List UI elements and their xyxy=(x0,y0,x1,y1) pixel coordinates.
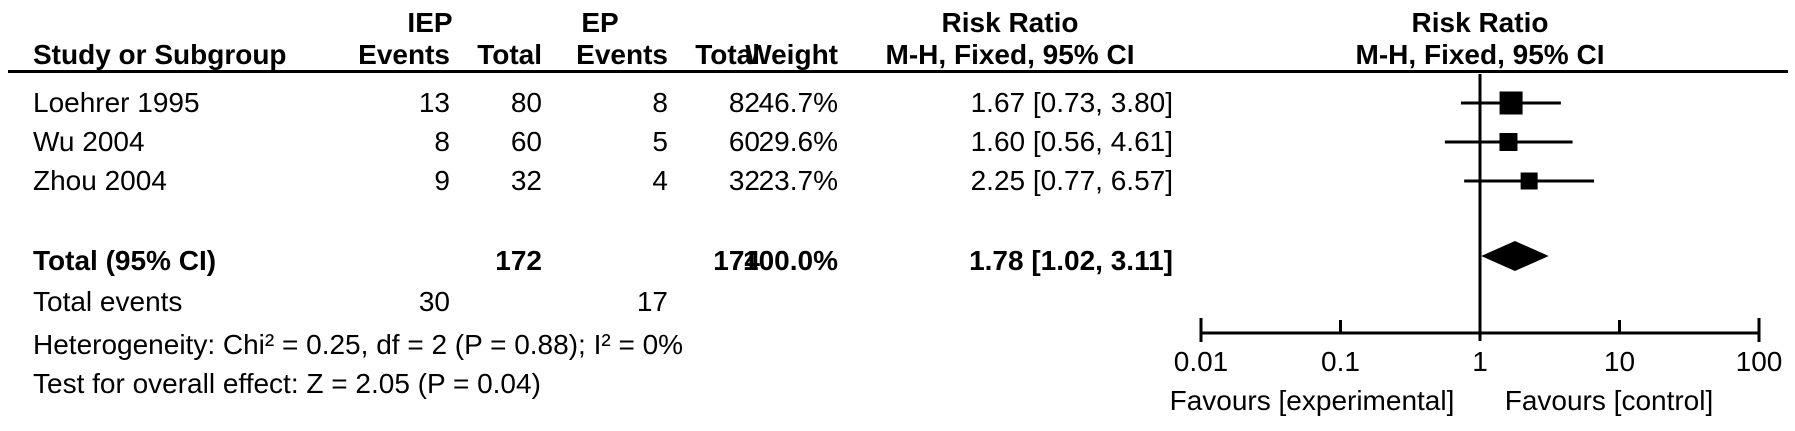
axis-tick-label: 0.01 xyxy=(1174,346,1229,377)
header-iep-total: Total xyxy=(477,39,542,70)
header-mh-plot: M-H, Fixed, 95% CI xyxy=(1355,39,1605,70)
column-group-iep-label: IEP xyxy=(407,7,453,38)
axis-tick-label: 10 xyxy=(1604,346,1635,377)
effect-square xyxy=(1499,91,1523,115)
total-events-row: Total events 30 17 xyxy=(0,287,1795,317)
favours-control-label: Favours [control] xyxy=(1504,385,1714,416)
effect-square xyxy=(1499,133,1518,151)
iep-events: 9 xyxy=(434,165,450,196)
risk-ratio-ci-text: 2.25 [0.77, 6.57] xyxy=(970,165,1173,196)
study-row: Zhou 2004 9 32 4 32 23.7% 2.25 [0.77, 6.… xyxy=(0,166,1795,196)
pooled-diamond xyxy=(1481,241,1549,271)
iep-total: 32 xyxy=(510,165,542,196)
ep-total: 82 xyxy=(728,87,760,118)
iep-events: 13 xyxy=(418,87,450,118)
study-name: Wu 2004 xyxy=(33,126,145,157)
total-weight: 100.0% xyxy=(743,245,838,276)
header-rule xyxy=(8,70,1788,73)
weight-value: 46.7% xyxy=(758,87,838,118)
study-name: Loehrer 1995 xyxy=(33,87,200,118)
total-label: Total (95% CI) xyxy=(33,245,217,276)
risk-ratio-stat-title: Risk Ratio xyxy=(941,7,1079,38)
axis-tick-label: 0.1 xyxy=(1321,346,1360,377)
total-events-label: Total events xyxy=(33,286,183,317)
overall-effect-text: Test for overall effect: Z = 2.05 (P = 0… xyxy=(33,368,541,399)
favours-experimental-label: Favours [experimental] xyxy=(1169,385,1455,416)
header-ep-events: Events xyxy=(576,39,668,70)
axis-tick-label: 1 xyxy=(1472,346,1488,377)
weight-value: 29.6% xyxy=(758,126,838,157)
study-row: Wu 2004 8 60 5 60 29.6% 1.60 [0.56, 4.61… xyxy=(0,127,1795,157)
risk-ratio-plot-title: Risk Ratio xyxy=(1411,7,1549,38)
axis-tick-label: 100 xyxy=(1736,346,1783,377)
ep-total: 32 xyxy=(728,165,760,196)
ep-events: 5 xyxy=(652,126,668,157)
iep-total: 80 xyxy=(510,87,542,118)
total-events-iep: 30 xyxy=(418,286,450,317)
total-ep-total: 174 xyxy=(713,245,760,276)
weight-value: 23.7% xyxy=(758,165,838,196)
risk-ratio-ci-text: 1.60 [0.56, 4.61] xyxy=(970,126,1173,157)
ep-total: 60 xyxy=(728,126,760,157)
header-mh-stat: M-H, Fixed, 95% CI xyxy=(885,39,1135,70)
header-weight: Weight xyxy=(745,39,838,70)
total-risk-ratio-ci-text: 1.78 [1.02, 3.11] xyxy=(969,245,1173,276)
risk-ratio-ci-text: 1.67 [0.73, 3.80] xyxy=(970,87,1173,118)
header-iep-events: Events xyxy=(358,39,450,70)
iep-total: 60 xyxy=(510,126,542,157)
ep-events: 8 xyxy=(652,87,668,118)
study-name: Zhou 2004 xyxy=(33,165,167,196)
header-study: Study or Subgroup xyxy=(33,39,287,70)
ep-events: 4 xyxy=(652,165,668,196)
header-ep-total: Total xyxy=(695,39,760,70)
column-group-ep-label: EP xyxy=(581,7,619,38)
effect-square xyxy=(1520,172,1538,190)
total-events-ep: 17 xyxy=(636,286,668,317)
iep-events: 8 xyxy=(434,126,450,157)
study-row: Loehrer 1995 13 80 8 82 46.7% 1.67 [0.73… xyxy=(0,88,1795,118)
total-row: Total (95% CI) 172 174 100.0% 1.78 [1.02… xyxy=(0,246,1795,276)
heterogeneity-text: Heterogeneity: Chi² = 0.25, df = 2 (P = … xyxy=(33,329,684,360)
total-iep-total: 172 xyxy=(495,245,542,276)
